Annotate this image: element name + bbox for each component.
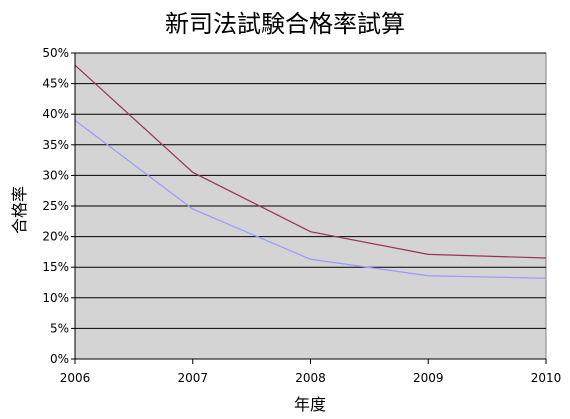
x-tick-label: 2006 [60,371,91,385]
x-axis-label: 年度 [294,395,326,414]
y-tick-label: 0% [50,352,69,366]
x-axis-ticks: 2006 2007 2008 2009 2010 [60,359,562,385]
y-tick-label: 40% [42,107,69,121]
y-tick-label: 25% [42,199,69,213]
x-tick-label: 2009 [413,371,444,385]
x-tick-label: 2010 [531,371,562,385]
gridlines [75,52,546,329]
x-tick-label: 2007 [177,371,208,385]
y-tick-label: 45% [42,77,69,91]
y-axis-ticks: 0% 5% 10% 15% 20% 25% 30% 35% 40% 45% 50% [42,46,75,366]
y-axis-label: 合格率 [10,186,29,234]
y-tick-label: 30% [42,168,69,182]
series-layer [74,64,547,279]
y-tick-label: 20% [42,230,69,244]
y-tick-label: 10% [42,291,69,305]
y-tick-label: 15% [42,260,69,274]
y-tick-label: 50% [42,46,69,60]
chart-title: 新司法試験合格率試算 [165,10,405,38]
x-tick-label: 2008 [295,371,326,385]
y-tick-label: 5% [50,321,69,335]
y-tick-label: 35% [42,138,69,152]
